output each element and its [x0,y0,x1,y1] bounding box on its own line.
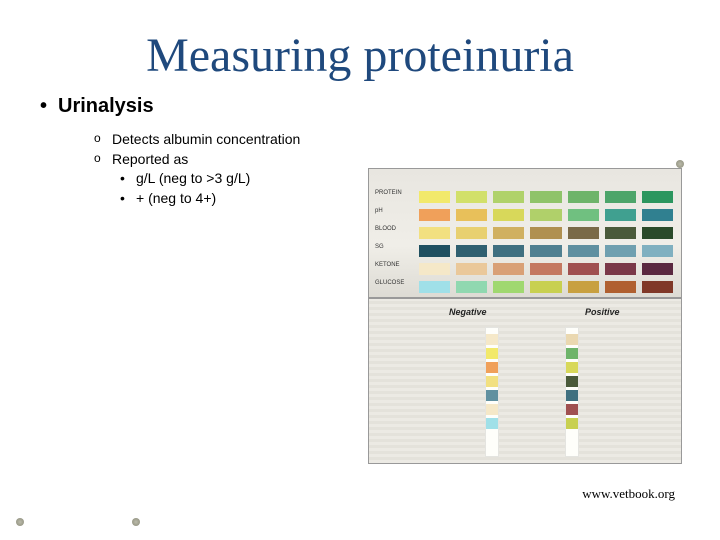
dipstick-image: PROTEIN pH BLOOD SG KETONE GLUCOSE Negative P… [368,168,682,464]
chart-row [419,281,673,293]
color-chart: PROTEIN pH BLOOD SG KETONE GLUCOSE [369,169,681,299]
color-swatch [419,281,450,293]
color-swatch [530,191,561,203]
color-swatch [493,209,524,221]
color-swatch [493,281,524,293]
color-swatch [419,209,450,221]
dipstick-pad [566,362,578,373]
list-item: Reported as [94,150,680,170]
color-swatch [530,281,561,293]
decorative-dot [676,160,684,168]
color-swatch [605,245,636,257]
color-swatch [568,191,599,203]
color-swatch [642,227,673,239]
chart-row-label: GLUCOSE [375,280,415,286]
dipstick-pad [486,362,498,373]
color-swatch [605,281,636,293]
color-swatch [605,191,636,203]
section-heading: Urinalysis [40,95,680,118]
citation: www.vetbook.org [582,486,675,502]
chart-row-label: BLOOD [375,226,415,232]
decorative-dot [16,518,24,526]
color-swatch [605,227,636,239]
dipstick-pad [566,334,578,345]
color-swatch [493,245,524,257]
color-swatch [456,227,487,239]
color-swatch [456,191,487,203]
color-swatch [605,209,636,221]
color-swatch [568,209,599,221]
color-swatch [642,263,673,275]
decorative-dot [132,518,140,526]
color-swatch [568,227,599,239]
color-swatch [419,227,450,239]
dipstick-pad [486,376,498,387]
color-swatch [530,227,561,239]
dipstick-pad [566,376,578,387]
color-swatch [493,191,524,203]
color-swatch [493,263,524,275]
dipstick-pad [566,390,578,401]
chart-row-label: pH [375,208,415,214]
color-swatch [493,227,524,239]
list-item: Detects albumin concentration [94,130,680,150]
chart-row-label: KETONE [375,262,415,268]
color-swatch [456,209,487,221]
chart-row [419,245,673,257]
dipstick-pad [566,404,578,415]
chart-row-label: PROTEIN [375,190,415,196]
color-swatch [568,263,599,275]
dipstick-pad [566,348,578,359]
chart-row [419,227,673,239]
color-swatch [456,263,487,275]
color-swatch [568,281,599,293]
chart-row [419,191,673,203]
color-swatch [605,263,636,275]
chart-row [419,263,673,275]
color-swatch [642,191,673,203]
dipstick-pad [566,418,578,429]
color-swatch [568,245,599,257]
color-swatch [419,263,450,275]
color-swatch [419,191,450,203]
dipstick-pad [486,404,498,415]
color-swatch [456,281,487,293]
color-swatch [419,245,450,257]
dipstick-pad [486,348,498,359]
dipstick-pad [486,334,498,345]
chart-row-label: SG [375,244,415,250]
strips-area: Negative Positive [369,299,681,463]
color-swatch [642,281,673,293]
color-swatch [530,209,561,221]
dipstick-pad [486,418,498,429]
color-swatch [456,245,487,257]
dipstick-positive [565,327,579,457]
chart-row [419,209,673,221]
dipstick-pad [486,390,498,401]
negative-label: Negative [449,307,487,317]
dipstick-negative [485,327,499,457]
color-swatch [642,209,673,221]
positive-label: Positive [585,307,620,317]
color-swatch [642,245,673,257]
page-title: Measuring proteinuria [0,0,720,83]
color-swatch [530,263,561,275]
color-swatch [530,245,561,257]
